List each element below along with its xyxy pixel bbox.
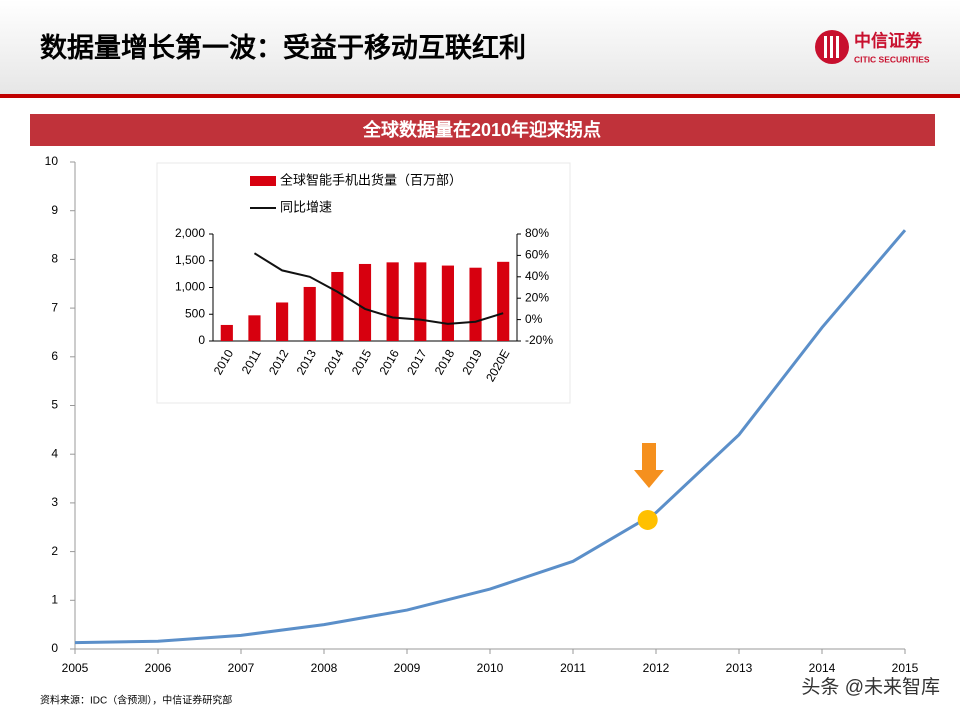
legend-label: 全球智能手机出货量（百万部）	[280, 172, 462, 187]
slide-title: 数据量增长第一波：受益于移动互联红利	[40, 32, 526, 63]
bar	[497, 261, 510, 341]
bar	[441, 265, 454, 341]
y-tick-label: 7	[51, 300, 58, 314]
bar	[220, 324, 233, 341]
watermark: 头条 @未来智库	[801, 676, 940, 698]
logo-cn: 中信证券	[854, 30, 923, 50]
legend-swatch	[250, 176, 276, 186]
bar	[303, 286, 316, 341]
x-tick-label: 2014	[809, 661, 836, 675]
chart-banner	[30, 114, 935, 146]
y-tick-label: 500	[185, 306, 205, 320]
logo: 中信证券 CITIC SECURITIES	[815, 30, 930, 64]
arrow	[634, 443, 664, 488]
bar	[469, 267, 482, 341]
highlight-point	[637, 509, 658, 530]
bar	[358, 263, 372, 341]
y-tick-label: 2,000	[175, 226, 205, 240]
bar	[248, 315, 261, 341]
logo-en: CITIC SECURITIES	[854, 54, 930, 64]
logo-stroke	[836, 36, 839, 58]
y-tick-label: 1,000	[175, 280, 205, 294]
y-tick-label: 0	[51, 641, 58, 655]
x-tick-label: 2005	[62, 661, 89, 675]
y-tick-label: 1,500	[175, 253, 205, 267]
x-tick-label: 2013	[726, 661, 753, 675]
y-tick-label: 9	[51, 203, 58, 217]
x-tick-label: 2011	[560, 661, 586, 675]
y2-tick-label: 20%	[525, 290, 549, 304]
data-line	[74, 229, 907, 645]
y2-tick-label: 0%	[525, 312, 543, 326]
legend-label: 同比增速	[280, 199, 332, 214]
x-tick-label: 2007	[228, 661, 255, 675]
bar	[414, 262, 427, 341]
logo-stroke	[830, 36, 833, 58]
header-rule	[0, 94, 960, 98]
chart-title: 全球数据量在2010年迎来拐点	[362, 119, 601, 140]
y-tick-label: 10	[45, 154, 59, 168]
x-tick-label: 2008	[311, 661, 338, 675]
y2-tick-label: 80%	[525, 226, 549, 240]
x-tick-label: 2015	[892, 661, 919, 675]
y2-tick-label: -20%	[525, 333, 553, 347]
y-tick-label: 8	[51, 252, 58, 266]
x-tick-label: 2009	[394, 661, 421, 675]
y-tick-label: 5	[51, 398, 58, 412]
growth-line	[253, 252, 504, 325]
y-tick-label: 1	[51, 592, 58, 606]
header-band	[0, 0, 960, 95]
y-tick-label: 4	[51, 446, 58, 460]
y-tick-label: 0	[198, 333, 205, 347]
logo-stroke	[824, 36, 827, 58]
y2-tick-label: 40%	[525, 269, 549, 283]
x-tick-label: 2010	[477, 661, 504, 675]
x-tick-label: 2006	[145, 661, 172, 675]
bar	[331, 271, 344, 341]
y-tick-label: 3	[51, 495, 58, 509]
y-tick-label: 6	[51, 349, 58, 363]
source-note: 资料来源：IDC（含预测），中信证券研究部	[40, 694, 232, 707]
y2-tick-label: 60%	[525, 248, 549, 262]
bar	[276, 302, 289, 341]
bar	[386, 262, 399, 341]
y-tick-label: 2	[51, 544, 58, 558]
x-tick-label: 2012	[643, 661, 670, 675]
